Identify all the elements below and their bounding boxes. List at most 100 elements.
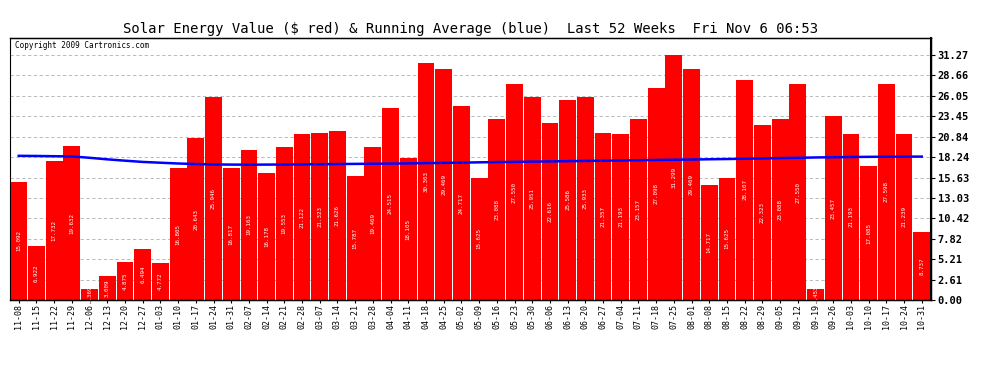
Text: 23.088: 23.088 <box>494 199 499 220</box>
Bar <box>470 178 487 300</box>
Text: 17.732: 17.732 <box>51 220 56 241</box>
Bar <box>878 84 895 300</box>
Bar <box>28 246 45 300</box>
Text: 28.107: 28.107 <box>742 179 747 200</box>
Text: 19.632: 19.632 <box>69 213 74 234</box>
Text: 27.550: 27.550 <box>795 182 800 203</box>
Text: 21.357: 21.357 <box>601 206 606 227</box>
Bar <box>364 147 381 300</box>
Text: 15.625: 15.625 <box>725 228 730 249</box>
Text: 1.369: 1.369 <box>87 286 92 303</box>
Bar <box>542 123 558 300</box>
Text: 25.951: 25.951 <box>530 188 535 209</box>
Bar <box>754 125 771 300</box>
Text: 3.009: 3.009 <box>105 279 110 297</box>
Text: 27.550: 27.550 <box>512 182 517 203</box>
Bar <box>311 133 328 300</box>
Text: 31.299: 31.299 <box>671 167 676 188</box>
Bar <box>205 97 222 300</box>
Text: 21.193: 21.193 <box>848 207 853 228</box>
Text: 27.098: 27.098 <box>653 183 658 204</box>
Bar <box>152 262 169 300</box>
Bar <box>630 118 646 300</box>
Text: 19.553: 19.553 <box>282 213 287 234</box>
Bar <box>647 88 664 300</box>
Text: 15.625: 15.625 <box>476 228 481 249</box>
Bar <box>99 276 116 300</box>
Text: 24.515: 24.515 <box>388 194 393 214</box>
Bar <box>701 184 718 300</box>
Bar <box>807 289 824 300</box>
Bar <box>524 97 541 300</box>
Bar <box>577 97 594 300</box>
Bar <box>613 134 630 300</box>
Bar <box>294 135 311 300</box>
Text: 6.922: 6.922 <box>34 264 39 282</box>
Text: 30.303: 30.303 <box>424 171 429 192</box>
Bar <box>737 80 753 300</box>
Text: 23.088: 23.088 <box>777 199 783 220</box>
Text: 22.323: 22.323 <box>760 202 765 223</box>
Text: 25.586: 25.586 <box>565 189 570 210</box>
Text: Copyright 2009 Cartronics.com: Copyright 2009 Cartronics.com <box>15 42 148 51</box>
Bar <box>860 166 877 300</box>
Bar <box>223 168 240 300</box>
Text: 18.105: 18.105 <box>406 219 411 240</box>
Bar <box>81 289 98 300</box>
Text: 1.453: 1.453 <box>813 285 818 303</box>
Bar <box>683 69 700 300</box>
Text: 15.092: 15.092 <box>16 230 21 251</box>
Bar <box>436 69 452 300</box>
Bar <box>896 134 913 300</box>
Bar <box>400 158 417 300</box>
Bar <box>187 138 204 300</box>
Bar <box>346 176 363 300</box>
Bar <box>63 146 80 300</box>
Bar <box>453 106 470 300</box>
Text: 19.469: 19.469 <box>370 213 375 234</box>
Text: 29.469: 29.469 <box>442 174 446 195</box>
Text: 19.163: 19.163 <box>247 214 251 236</box>
Bar <box>418 63 435 300</box>
Text: 17.085: 17.085 <box>866 222 871 244</box>
Bar <box>506 84 523 300</box>
Text: 23.457: 23.457 <box>831 198 836 219</box>
Bar <box>241 150 257 300</box>
Text: 4.875: 4.875 <box>123 272 128 290</box>
Text: 6.494: 6.494 <box>141 266 146 283</box>
Text: 25.933: 25.933 <box>583 188 588 209</box>
Bar <box>771 119 788 300</box>
Text: 23.157: 23.157 <box>636 199 641 220</box>
Bar <box>842 134 859 300</box>
Bar <box>559 99 576 300</box>
Bar <box>595 133 612 300</box>
Text: 16.178: 16.178 <box>264 226 269 247</box>
Bar <box>135 249 151 300</box>
Text: 20.643: 20.643 <box>193 209 198 230</box>
Bar <box>46 161 62 300</box>
Text: 14.717: 14.717 <box>707 232 712 253</box>
Bar <box>276 147 293 300</box>
Title: Solar Energy Value ($ red) & Running Average (blue)  Last 52 Weeks  Fri Nov 6 06: Solar Energy Value ($ red) & Running Ave… <box>123 22 818 36</box>
Text: 8.737: 8.737 <box>920 257 925 274</box>
Text: 21.122: 21.122 <box>300 207 305 228</box>
Text: 25.946: 25.946 <box>211 188 216 209</box>
Text: 21.323: 21.323 <box>317 206 323 227</box>
Bar <box>789 84 806 300</box>
Bar <box>382 108 399 300</box>
Bar <box>10 182 27 300</box>
Text: 16.817: 16.817 <box>229 224 234 245</box>
Text: 21.626: 21.626 <box>335 205 340 226</box>
Bar <box>169 168 186 300</box>
Text: 29.469: 29.469 <box>689 174 694 195</box>
Text: 27.598: 27.598 <box>884 182 889 203</box>
Bar <box>117 262 134 300</box>
Text: 22.616: 22.616 <box>547 201 552 222</box>
Bar <box>825 116 842 300</box>
Bar <box>665 55 682 300</box>
Text: 24.717: 24.717 <box>459 193 464 214</box>
Text: 21.193: 21.193 <box>618 207 624 228</box>
Bar <box>914 231 931 300</box>
Bar <box>329 130 346 300</box>
Text: 21.239: 21.239 <box>902 206 907 227</box>
